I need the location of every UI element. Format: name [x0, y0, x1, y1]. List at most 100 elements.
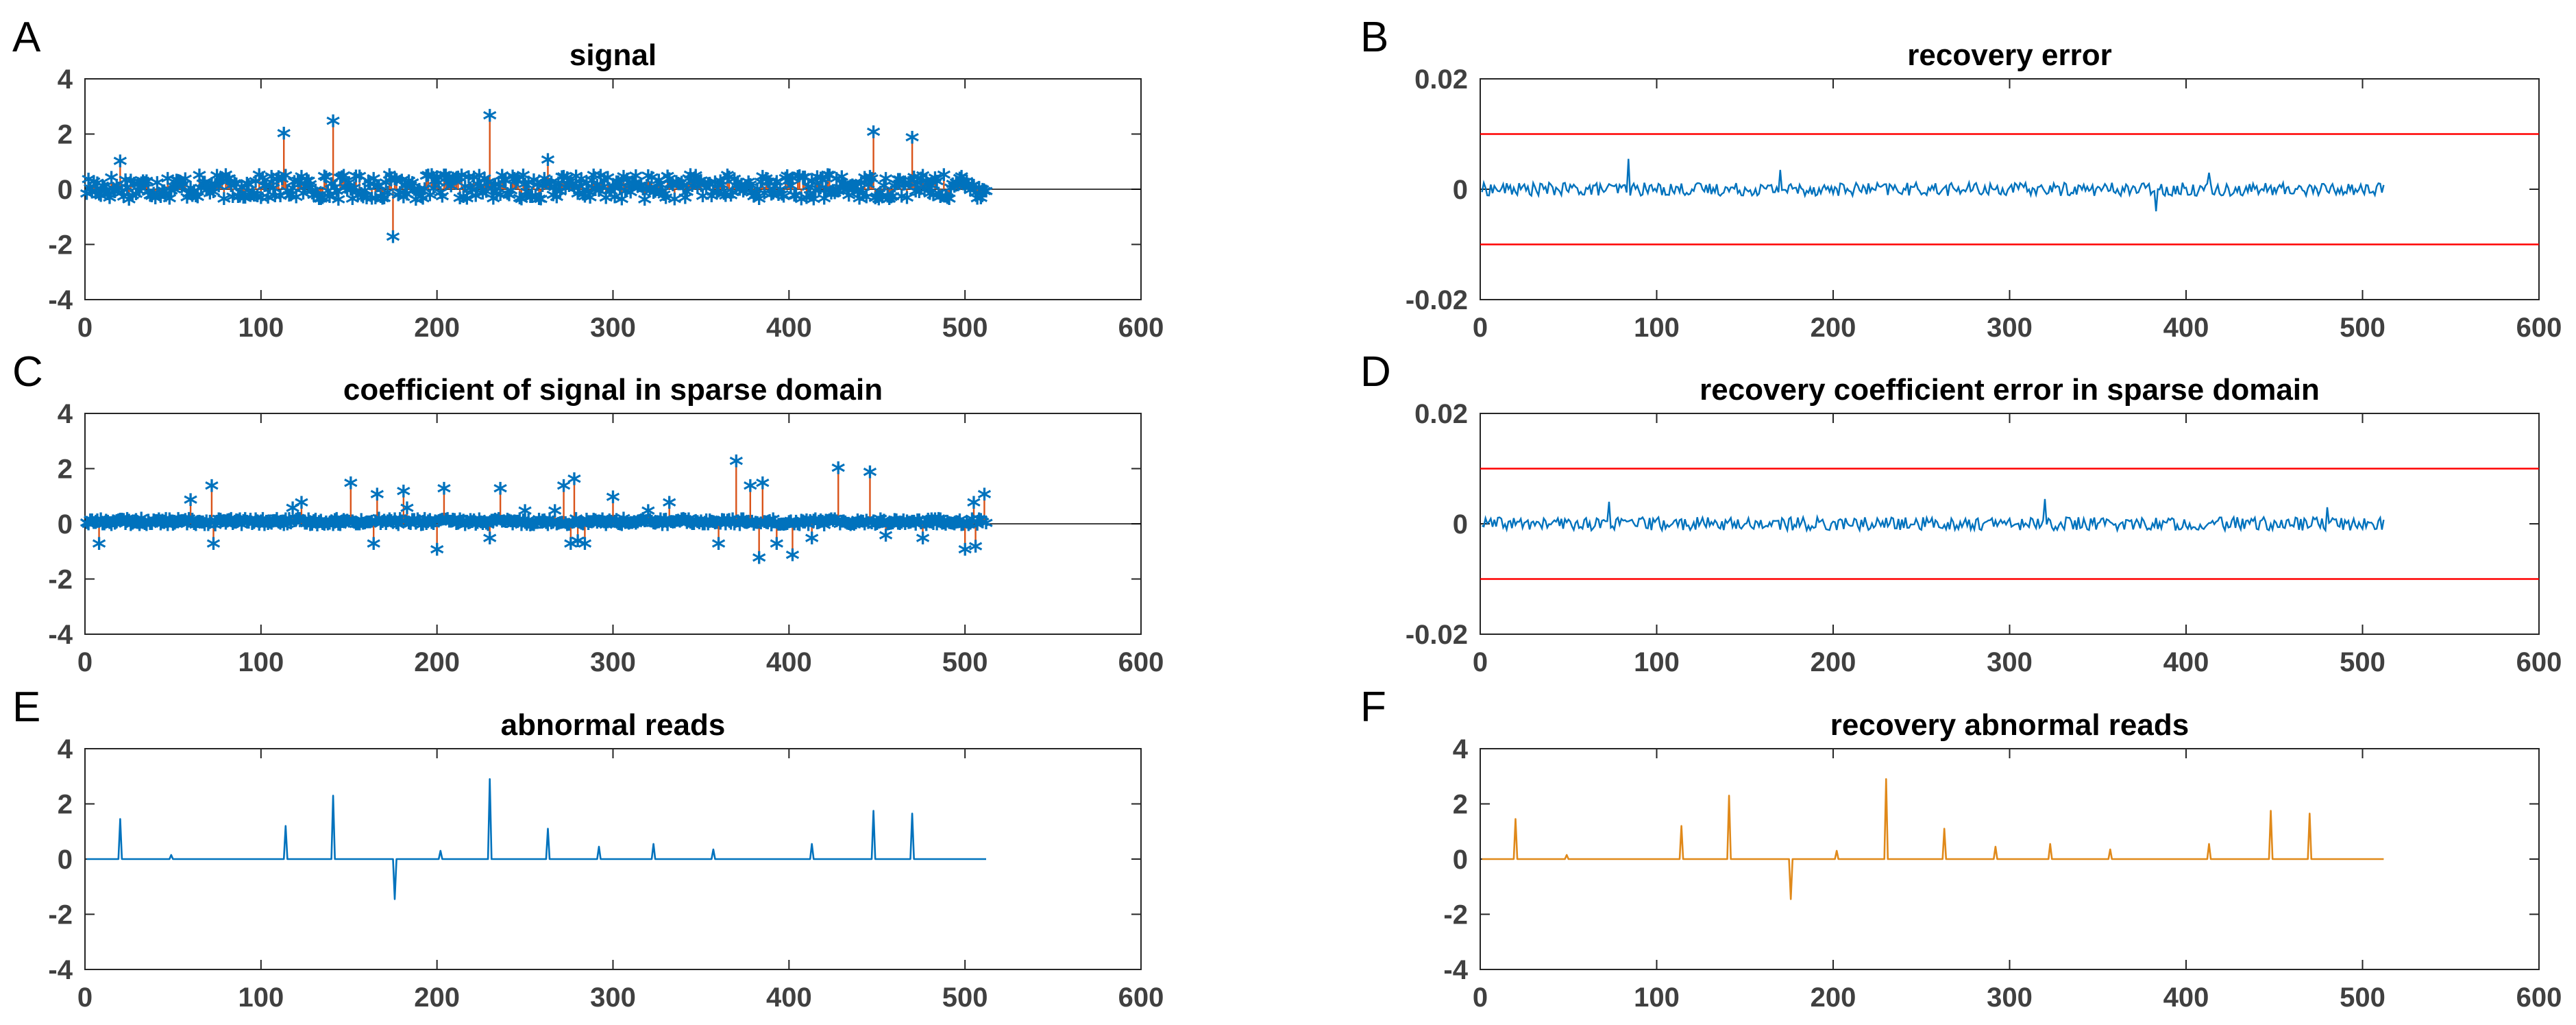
data-point: *	[519, 181, 534, 213]
data-point: *	[750, 178, 765, 210]
data-point: *	[391, 514, 406, 546]
data-point: *	[754, 512, 768, 544]
stem-lines	[86, 463, 988, 560]
data-point: *	[933, 508, 948, 540]
data-point: *	[977, 483, 992, 515]
data-point: *	[215, 510, 230, 542]
data-point: *	[101, 511, 115, 542]
x-tick-label: 200	[414, 313, 460, 343]
data-point: *	[599, 514, 613, 545]
x-tick-label: 100	[238, 647, 284, 677]
data-point: *	[449, 513, 463, 544]
data-point: *	[958, 175, 972, 206]
data-point: *	[139, 170, 154, 202]
data-point: *	[188, 514, 203, 545]
data-point: *	[891, 512, 905, 544]
data-point: *	[967, 174, 981, 206]
data-point: *	[722, 509, 737, 540]
data-point: *	[563, 533, 578, 564]
data-point: *	[388, 168, 402, 200]
data-point: *	[950, 511, 965, 543]
data-point: *	[289, 508, 304, 540]
data-point: *	[659, 187, 673, 219]
data-point: *	[848, 512, 863, 544]
data-point: *	[553, 180, 567, 212]
data-point: *	[333, 167, 347, 199]
data-point: *	[574, 513, 589, 544]
data-point: *	[514, 189, 528, 220]
data-point: *	[323, 186, 337, 217]
data-point: *	[428, 510, 443, 542]
data-point: *	[909, 180, 923, 212]
data-point: *	[441, 508, 455, 540]
data-point: *	[890, 509, 904, 541]
data-point: *	[196, 511, 210, 543]
data-point: *	[441, 172, 455, 204]
data-point: *	[872, 188, 886, 219]
data-point: *	[905, 127, 920, 158]
data-point: *	[812, 510, 826, 542]
data-point: *	[197, 171, 212, 203]
data-point: *	[250, 185, 265, 217]
chart-title: recovery coefficient error in sparse dom…	[1700, 373, 2320, 407]
data-point: *	[560, 167, 574, 198]
data-point: *	[970, 187, 985, 219]
data-point: *	[835, 166, 849, 197]
data-point: *	[447, 168, 462, 200]
data-point: *	[506, 165, 520, 197]
data-point: *	[618, 180, 633, 212]
data-point: *	[950, 174, 965, 206]
data-point: *	[376, 511, 390, 542]
data-point: *	[704, 185, 719, 217]
data-point: *	[516, 165, 530, 196]
data-point: *	[426, 178, 441, 209]
x-tick-label: 500	[942, 982, 988, 1013]
y-tick-label: -4	[48, 285, 73, 315]
data-point: *	[537, 167, 552, 199]
data-point: *	[289, 186, 304, 217]
data-point: *	[534, 511, 548, 543]
data-point: *	[391, 184, 406, 215]
data-point: *	[931, 182, 946, 214]
data-point: *	[333, 514, 347, 545]
data-point: *	[937, 512, 951, 544]
data-point: *	[389, 169, 404, 200]
data-point: *	[977, 180, 992, 212]
x-tick-label: 300	[1987, 647, 2033, 677]
data-point: *	[543, 173, 557, 205]
data-point: *	[606, 486, 620, 518]
data-point: *	[92, 183, 106, 215]
data-point: *	[444, 511, 458, 542]
data-point: *	[530, 173, 545, 205]
x-tick-label: 100	[1634, 982, 1680, 1013]
data-point: *	[201, 514, 215, 545]
data-point: *	[975, 179, 990, 210]
data-point: *	[298, 512, 312, 544]
data-point: *	[99, 509, 113, 541]
data-point: *	[129, 183, 143, 215]
data-point: *	[336, 165, 351, 196]
data-point: *	[347, 177, 361, 208]
data-point: *	[912, 509, 927, 541]
data-point: *	[463, 178, 478, 209]
data-point: *	[321, 180, 335, 212]
data-point: *	[522, 509, 536, 541]
data-point: *	[698, 173, 712, 204]
data-point: *	[842, 513, 856, 544]
data-point: *	[743, 173, 757, 205]
data-point: *	[752, 188, 766, 219]
data-point: *	[580, 173, 594, 204]
data-point: *	[882, 188, 896, 219]
data-point: *	[645, 167, 659, 198]
data-point: *	[701, 513, 715, 544]
data-point: *	[831, 457, 846, 489]
data-point: *	[879, 168, 893, 200]
data-point: *	[727, 514, 741, 545]
data-point: *	[718, 184, 733, 216]
data-point: *	[305, 514, 319, 545]
data-point: *	[616, 165, 630, 197]
data-point: *	[180, 186, 195, 218]
data-point: *	[298, 176, 312, 207]
data-point: *	[180, 514, 195, 545]
